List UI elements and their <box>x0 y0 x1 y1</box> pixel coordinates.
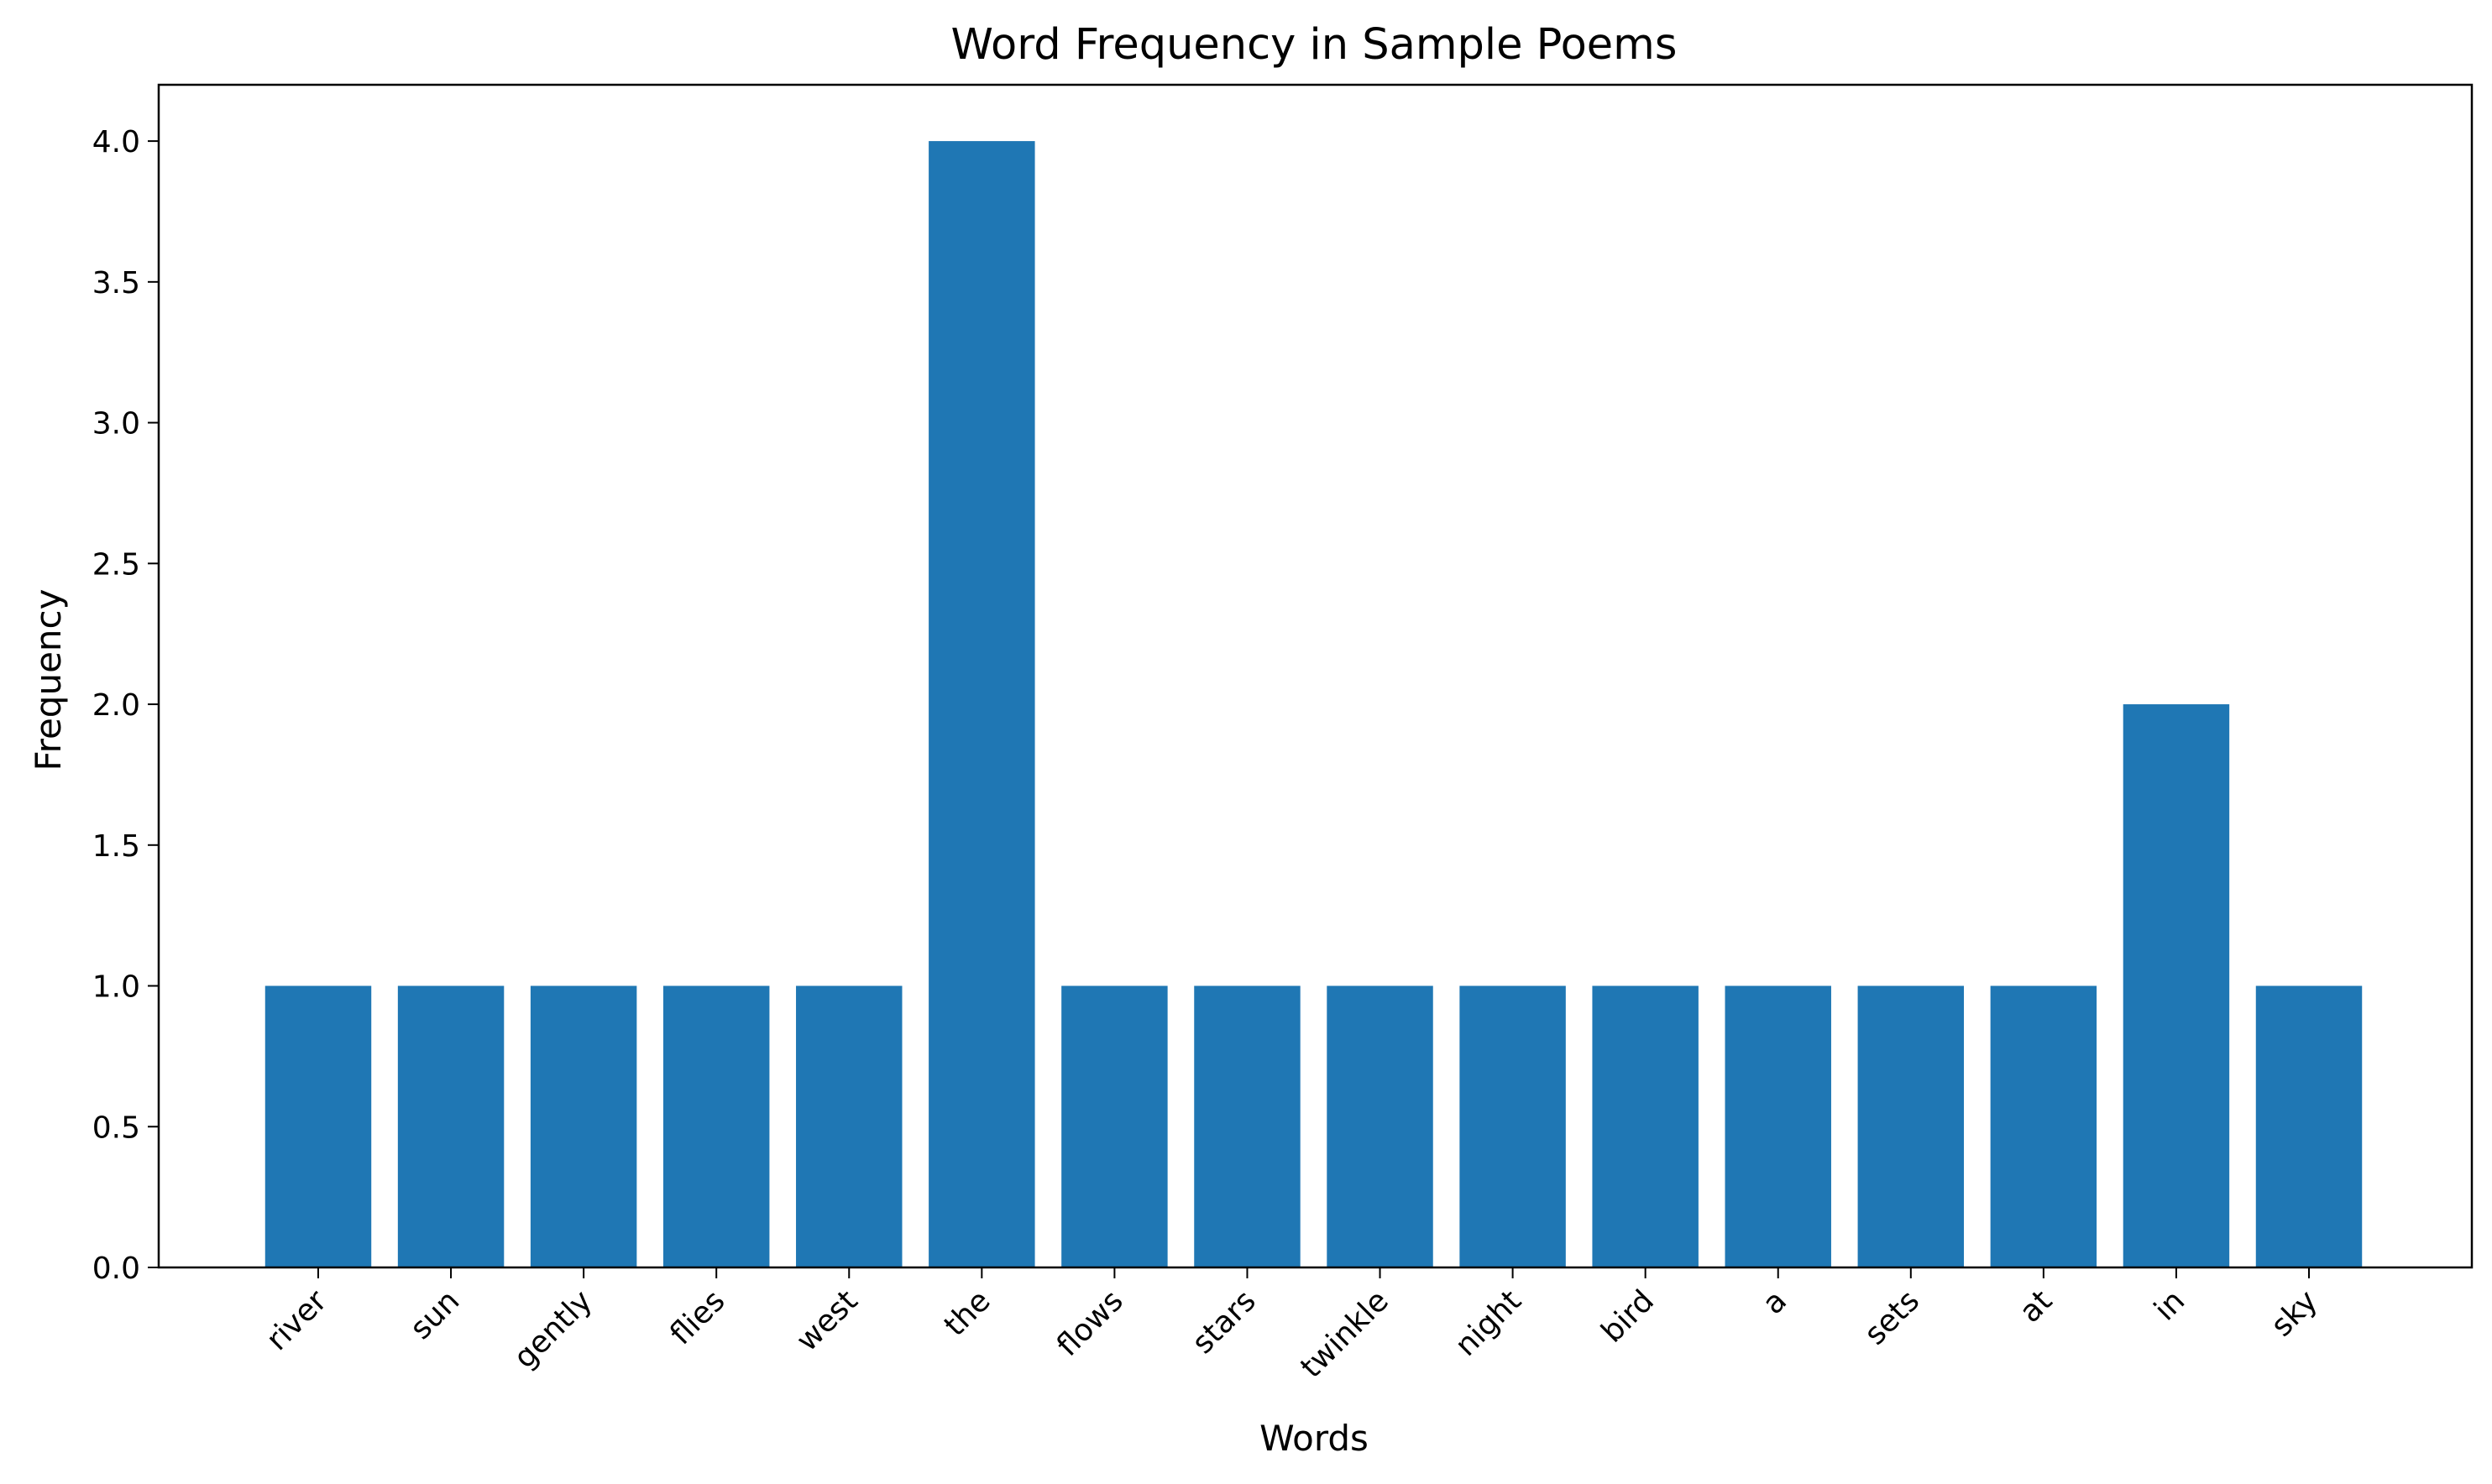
y-tick-label: 2.5 <box>92 547 140 582</box>
y-axis-ticks: 0.0 0.5 1.0 1.5 2.0 2.5 3.0 3.5 4.0 <box>92 125 159 1286</box>
y-tick-label: 2.0 <box>92 688 140 723</box>
x-tick-label-sky: sky <box>2264 1283 2324 1343</box>
y-tick-label: 3.5 <box>92 266 140 300</box>
x-axis-ticks: river sun gently flies west the flows stars twin… <box>260 1267 2324 1385</box>
x-tick-label-stars: stars <box>1186 1283 1263 1361</box>
bar-west <box>796 985 903 1267</box>
x-tick-label-flows: flows <box>1050 1283 1130 1363</box>
bar-river <box>264 985 372 1267</box>
x-tick-label-sets: sets <box>1858 1283 1926 1351</box>
x-tick-label-night: night <box>1448 1283 1527 1362</box>
x-tick-label-bird: bird <box>1595 1283 1661 1349</box>
x-tick-label-west: west <box>790 1283 865 1358</box>
y-tick-label: 3.0 <box>92 407 140 442</box>
y-tick-label: 1.0 <box>92 970 140 1005</box>
x-tick-label-sun: sun <box>404 1283 467 1346</box>
bar-a <box>1725 985 1831 1267</box>
x-tick-label-river: river <box>260 1283 334 1357</box>
x-tick-label-a: a <box>1756 1283 1794 1321</box>
x-tick-label-in: in <box>2148 1283 2191 1327</box>
bar-in <box>2123 704 2230 1267</box>
bar-flies <box>662 985 770 1267</box>
bar-twinkle <box>1327 985 1433 1267</box>
y-tick-label: 0.5 <box>92 1110 140 1145</box>
bar-at <box>1990 985 2097 1267</box>
x-tick-label-twinkle: twinkle <box>1294 1283 1395 1384</box>
plot-frame <box>157 83 2474 1269</box>
y-tick-label: 4.0 <box>92 125 140 159</box>
bar-night <box>1459 985 1566 1267</box>
y-axis-label: Frequency <box>28 589 69 771</box>
x-axis-label: Words <box>1259 1418 1369 1459</box>
y-tick-label: 0.0 <box>92 1251 140 1286</box>
bar-bird <box>1592 985 1699 1267</box>
y-tick-label: 1.5 <box>92 829 140 864</box>
x-tick-label-flies: flies <box>664 1283 732 1351</box>
bar-sky <box>2255 985 2363 1267</box>
x-tick-label-gently: gently <box>507 1283 599 1375</box>
x-tick-label-at: at <box>2013 1283 2060 1330</box>
bar-sun <box>397 985 505 1267</box>
bar-flows <box>1061 985 1168 1267</box>
bar-gently <box>530 985 637 1267</box>
x-tick-label-the: the <box>938 1283 997 1343</box>
chart-title: Word Frequency in Sample Poems <box>951 20 1678 70</box>
bar-sets <box>1857 985 1965 1267</box>
bar-stars <box>1194 985 1301 1267</box>
bars-group <box>264 141 2363 1268</box>
bar-the <box>929 141 1035 1268</box>
